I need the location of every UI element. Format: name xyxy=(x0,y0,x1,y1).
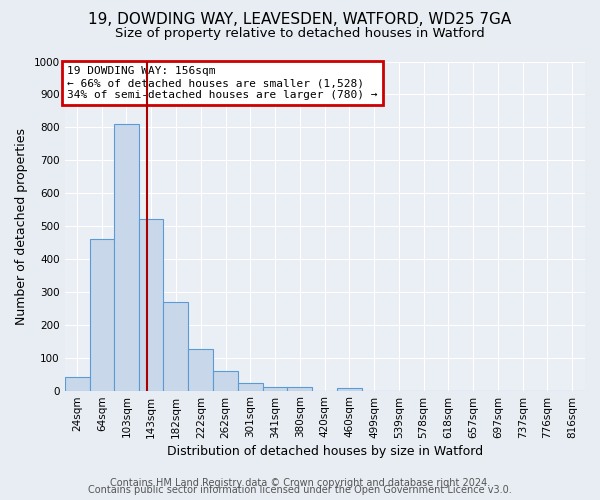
Bar xyxy=(238,384,263,390)
Text: Size of property relative to detached houses in Watford: Size of property relative to detached ho… xyxy=(115,28,485,40)
Bar xyxy=(214,372,238,390)
Bar xyxy=(163,302,188,390)
Y-axis label: Number of detached properties: Number of detached properties xyxy=(15,128,28,324)
Text: 19, DOWDING WAY, LEAVESDEN, WATFORD, WD25 7GA: 19, DOWDING WAY, LEAVESDEN, WATFORD, WD2… xyxy=(88,12,512,28)
Bar xyxy=(65,378,89,390)
Bar xyxy=(337,388,362,390)
Text: Contains public sector information licensed under the Open Government Licence v3: Contains public sector information licen… xyxy=(88,485,512,495)
Bar xyxy=(263,386,287,390)
Bar xyxy=(188,350,214,391)
Text: Contains HM Land Registry data © Crown copyright and database right 2024.: Contains HM Land Registry data © Crown c… xyxy=(110,478,490,488)
Bar xyxy=(114,124,139,390)
Text: 19 DOWDING WAY: 156sqm
← 66% of detached houses are smaller (1,528)
34% of semi-: 19 DOWDING WAY: 156sqm ← 66% of detached… xyxy=(67,66,377,100)
Bar xyxy=(139,220,163,390)
X-axis label: Distribution of detached houses by size in Watford: Distribution of detached houses by size … xyxy=(167,444,483,458)
Bar xyxy=(287,388,312,390)
Bar xyxy=(89,239,114,390)
